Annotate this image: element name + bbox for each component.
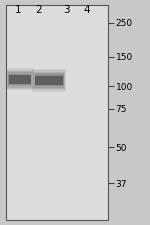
Bar [32, 70, 66, 92]
Text: 2: 2 [36, 5, 42, 15]
Text: 250: 250 [116, 19, 133, 28]
Bar [9, 76, 31, 84]
Bar [8, 74, 31, 86]
Bar [35, 75, 64, 87]
Text: 100: 100 [116, 82, 133, 91]
Bar [35, 76, 63, 86]
Bar [7, 72, 33, 88]
Bar [6, 69, 34, 91]
Text: 4: 4 [84, 5, 90, 15]
Bar [9, 76, 31, 84]
Text: 37: 37 [116, 179, 127, 188]
Text: 1: 1 [15, 5, 21, 15]
Bar [34, 74, 64, 88]
Bar [6, 6, 108, 220]
Text: 75: 75 [116, 105, 127, 114]
Bar [33, 71, 65, 91]
Bar [35, 76, 63, 86]
Bar [8, 73, 32, 87]
Text: 150: 150 [116, 53, 133, 62]
Bar [7, 70, 33, 90]
Text: 3: 3 [63, 5, 69, 15]
Bar [33, 72, 65, 90]
Text: 50: 50 [116, 143, 127, 152]
